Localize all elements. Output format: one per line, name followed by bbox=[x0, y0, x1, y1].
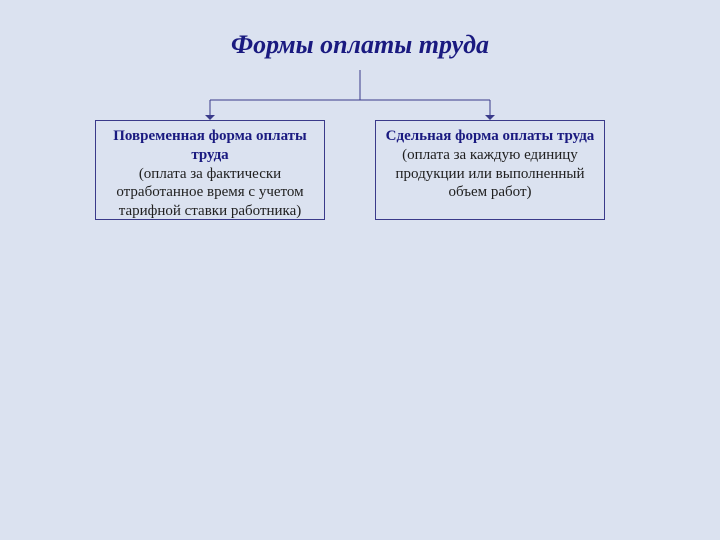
box-piece-rate-title: Сдельная форма оплаты труда bbox=[386, 128, 595, 144]
connector-lines bbox=[0, 0, 720, 540]
box-piece-rate: Сдельная форма оплаты труда (оплата за к… bbox=[375, 120, 605, 220]
box-time-based-desc: (оплата за фактически отработанное время… bbox=[116, 166, 303, 220]
box-time-based-title: Повременная форма оплаты труда bbox=[113, 128, 307, 163]
box-piece-rate-desc: (оплата за каждую единицу продукции или … bbox=[396, 147, 585, 201]
box-time-based: Повременная форма оплаты труда (оплата з… bbox=[95, 120, 325, 220]
